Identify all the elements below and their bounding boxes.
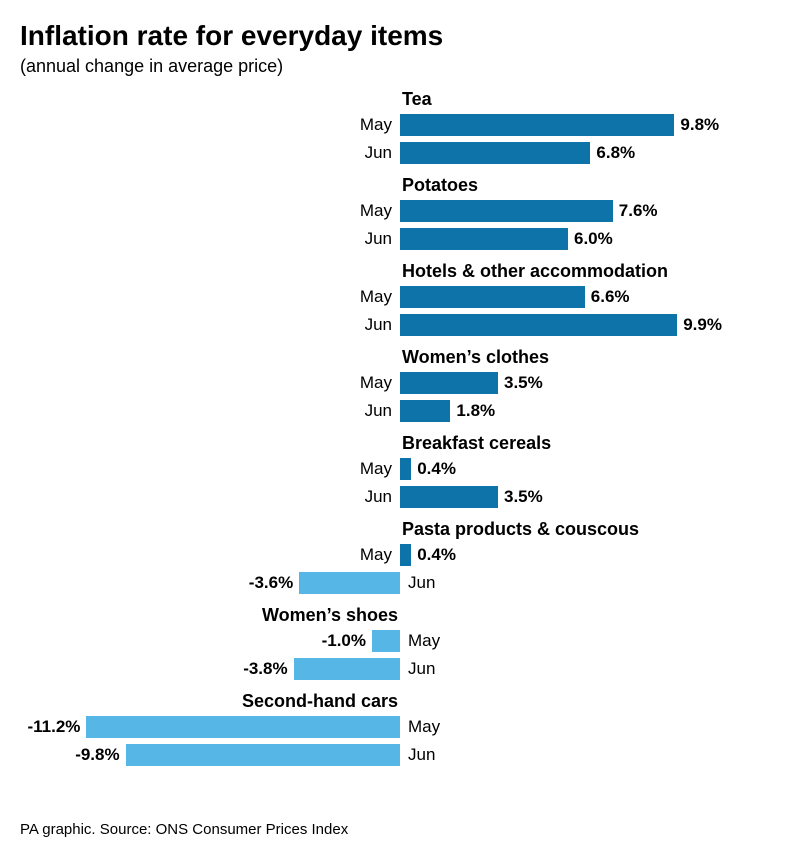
bar-row: Jun 1.8%	[20, 399, 780, 423]
bar	[400, 314, 677, 336]
chart-title: Inflation rate for everyday items	[20, 20, 780, 52]
chart-subtitle: (annual change in average price)	[20, 56, 780, 77]
value-label: -1.0%	[322, 629, 366, 653]
category-label: Second-hand cars	[242, 691, 398, 712]
bar	[372, 630, 400, 652]
month-label: May	[360, 457, 392, 481]
value-label: 6.6%	[591, 285, 630, 309]
month-label: Jun	[365, 399, 392, 423]
value-label: 0.4%	[417, 457, 456, 481]
month-label: May	[360, 543, 392, 567]
bar-row: Jun -3.8%	[20, 657, 780, 681]
bar-row: May 6.6%	[20, 285, 780, 309]
month-label: Jun	[408, 571, 435, 595]
bar	[400, 142, 590, 164]
bar-row: Jun -3.6%	[20, 571, 780, 595]
bar	[400, 372, 498, 394]
bar-row: May -11.2%	[20, 715, 780, 739]
bar	[294, 658, 400, 680]
bar-row: May 0.4%	[20, 457, 780, 481]
value-label: 7.6%	[619, 199, 658, 223]
bar	[400, 544, 411, 566]
bar-row: Jun -9.8%	[20, 743, 780, 767]
bar	[400, 200, 613, 222]
bar	[86, 716, 400, 738]
bar	[400, 400, 450, 422]
bar-row: May 3.5%	[20, 371, 780, 395]
month-label: May	[360, 113, 392, 137]
bar	[400, 486, 498, 508]
bar-row: Jun 9.9%	[20, 313, 780, 337]
month-label: May	[408, 715, 440, 739]
value-label: 0.4%	[417, 543, 456, 567]
value-label: 3.5%	[504, 485, 543, 509]
value-label: 1.8%	[456, 399, 495, 423]
value-label: 6.8%	[596, 141, 635, 165]
bar	[400, 458, 411, 480]
category-label: Tea	[402, 89, 432, 110]
category-label: Women’s clothes	[402, 347, 549, 368]
value-label: 6.0%	[574, 227, 613, 251]
month-label: Jun	[365, 313, 392, 337]
category-label: Pasta products & couscous	[402, 519, 639, 540]
category-label: Hotels & other accommodation	[402, 261, 668, 282]
bar	[400, 286, 585, 308]
month-label: May	[360, 199, 392, 223]
value-label: -3.6%	[249, 571, 293, 595]
bar	[126, 744, 400, 766]
month-label: Jun	[408, 743, 435, 767]
month-label: May	[360, 285, 392, 309]
bar-row: May -1.0%	[20, 629, 780, 653]
month-label: Jun	[365, 141, 392, 165]
chart-area: Tea May 9.8% Jun 6.8% Potatoes May 7.6% Jun 6.0% H…	[20, 89, 780, 809]
month-label: Jun	[408, 657, 435, 681]
value-label: -3.8%	[243, 657, 287, 681]
bar-row: Jun 6.0%	[20, 227, 780, 251]
bar	[400, 228, 568, 250]
chart-footer: PA graphic. Source: ONS Consumer Prices …	[20, 821, 348, 838]
month-label: Jun	[365, 227, 392, 251]
bar-row: May 9.8%	[20, 113, 780, 137]
value-label: -11.2%	[27, 715, 80, 739]
month-label: Jun	[365, 485, 392, 509]
bar	[299, 572, 400, 594]
bar-row: May 7.6%	[20, 199, 780, 223]
category-label: Breakfast cereals	[402, 433, 551, 454]
value-label: 9.8%	[680, 113, 719, 137]
value-label: 3.5%	[504, 371, 543, 395]
value-label: -9.8%	[75, 743, 119, 767]
bar-row: Jun 3.5%	[20, 485, 780, 509]
category-label: Potatoes	[402, 175, 478, 196]
bar	[400, 114, 674, 136]
bar-row: Jun 6.8%	[20, 141, 780, 165]
value-label: 9.9%	[683, 313, 722, 337]
category-label: Women’s shoes	[262, 605, 398, 626]
month-label: May	[360, 371, 392, 395]
month-label: May	[408, 629, 440, 653]
bar-row: May 0.4%	[20, 543, 780, 567]
